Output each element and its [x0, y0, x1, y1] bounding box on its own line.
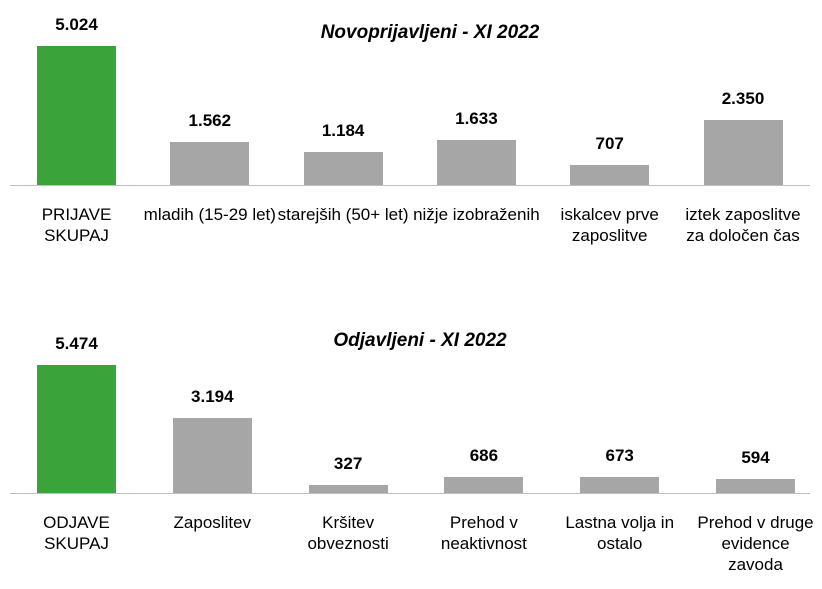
- value-label: 594: [741, 448, 770, 468]
- value-label: 327: [333, 454, 363, 474]
- category-label: Prehod v neaktivnost: [440, 513, 527, 553]
- category-label: Prehod v druge evidence zavoda: [697, 513, 814, 574]
- baseline: [10, 493, 810, 494]
- value-label: 2.350: [721, 88, 765, 108]
- category-label: Lastna volja in ostalo: [565, 513, 675, 553]
- value-label: 673: [605, 446, 634, 466]
- bar: [37, 46, 116, 185]
- category-label: starejših (50+ let): [277, 205, 409, 224]
- bar: [570, 165, 650, 185]
- category-label: iskalcev prve zaposlitve: [560, 205, 659, 245]
- value-label: 686: [469, 445, 499, 465]
- bar: [436, 139, 516, 185]
- bar: [303, 152, 383, 185]
- value-label: 3.194: [191, 387, 234, 407]
- value-label: 707: [595, 134, 624, 154]
- bar: [37, 365, 116, 493]
- value-label: 5.474: [55, 334, 98, 353]
- chart-title: Novoprijavljeni - XI 2022: [320, 22, 540, 43]
- value-label: 1.184: [321, 121, 365, 141]
- category-label: iztek zaposlitve za določen čas: [685, 205, 801, 245]
- value-label: 5.024: [55, 15, 98, 34]
- bar: [170, 141, 250, 185]
- category-label: Kršitev obveznosti: [307, 513, 389, 553]
- bar: [172, 418, 252, 493]
- category-label: mladih (15-29 let): [143, 205, 276, 224]
- bar: [444, 476, 524, 493]
- bar: [580, 477, 660, 493]
- value-label: 1.562: [188, 110, 232, 130]
- category-label: PRIJAVE SKUPAJ: [41, 205, 112, 245]
- category-label: ODJAVE SKUPAJ: [43, 513, 110, 553]
- category-label: nižje izobraženih: [413, 205, 540, 224]
- value-label: 1.633: [455, 108, 498, 128]
- bar: [716, 479, 795, 493]
- chart-title: Odjavljeni - XI 2022: [333, 330, 507, 351]
- bar: [703, 119, 783, 185]
- bar: [308, 485, 388, 493]
- baseline: [10, 185, 810, 186]
- category-label: Zaposlitev: [173, 513, 252, 532]
